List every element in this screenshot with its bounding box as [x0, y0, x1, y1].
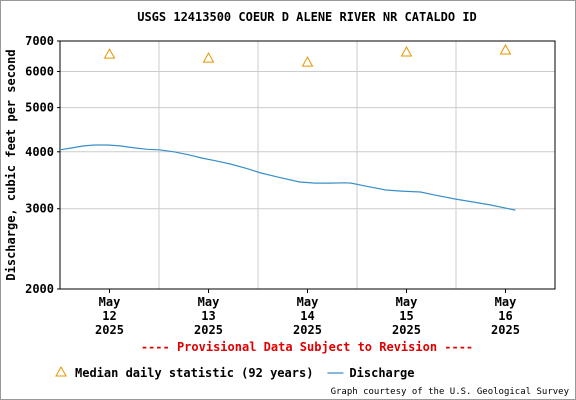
legend-label: Median daily statistic (92 years) — [75, 366, 313, 380]
median-marker — [301, 56, 314, 67]
x-tick-label: May 15 2025 — [392, 295, 421, 337]
x-tick-label: May 14 2025 — [293, 295, 322, 337]
provisional-note: ---- Provisional Data Subject to Revisio… — [141, 340, 473, 354]
median-marker — [202, 52, 215, 63]
y-tick-label: 3000 — [25, 202, 54, 216]
x-tick-label: May 12 2025 — [95, 295, 124, 337]
y-tick-label: 5000 — [25, 101, 54, 115]
y-axis-label: Discharge, cubic feet per second — [4, 49, 18, 280]
y-tick-label: 4000 — [25, 145, 54, 159]
median-marker — [400, 46, 413, 57]
discharge-line — [59, 144, 516, 211]
y-tick-label: 6000 — [25, 65, 54, 79]
median-marker — [499, 43, 512, 55]
y-tick-label: 2000 — [25, 282, 54, 296]
y-tick-label: 7000 — [25, 34, 54, 48]
credit: Graph courtesy of the U.S. Geological Su… — [331, 387, 570, 397]
legend-label: Discharge — [349, 366, 414, 380]
chart-title: USGS 12413500 COEUR D ALENE RIVER NR CAT… — [137, 10, 477, 24]
median-marker — [103, 48, 116, 59]
plot-frame — [59, 40, 556, 290]
legend-marker — [55, 365, 67, 377]
x-tick-label: May 13 2025 — [194, 295, 223, 337]
x-tick-label: May 16 2025 — [491, 295, 520, 337]
